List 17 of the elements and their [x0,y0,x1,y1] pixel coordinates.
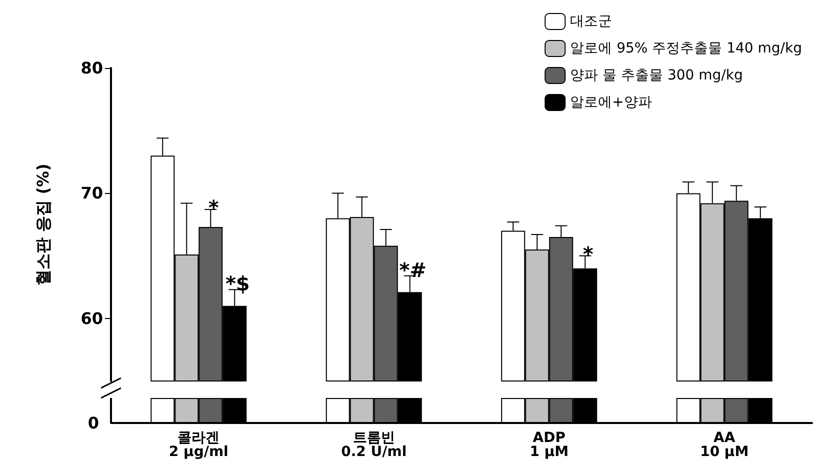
annotation: *# [399,258,426,282]
y-tick-label: 60 [80,308,103,328]
x-tick-label: 트롬빈 0.2 U/ml [341,430,407,460]
y-tick-label: 80 [80,58,103,78]
legend-label: 알로에+양파 [570,94,652,110]
legend-label: 양파 물 추출물 300 mg/kg [570,68,743,84]
annotation: * [582,242,594,266]
text: 0 [88,414,99,432]
y-tick-label: 70 [80,184,103,203]
y-axis-title: 혈소판 응집 (%) [34,164,52,286]
x-tick-label: 콜라겐 2 μg/ml [168,430,228,460]
legend-label: 알로에 95% 주정추출물 140 mg/kg [570,40,802,56]
annotation: *$ [225,272,250,296]
x-tick-label: AA 10 μM [700,430,749,460]
annotation: * [208,195,220,220]
legend-label: 대조군 [570,14,612,30]
x-tick-label: ADP 1 μM [530,430,569,460]
